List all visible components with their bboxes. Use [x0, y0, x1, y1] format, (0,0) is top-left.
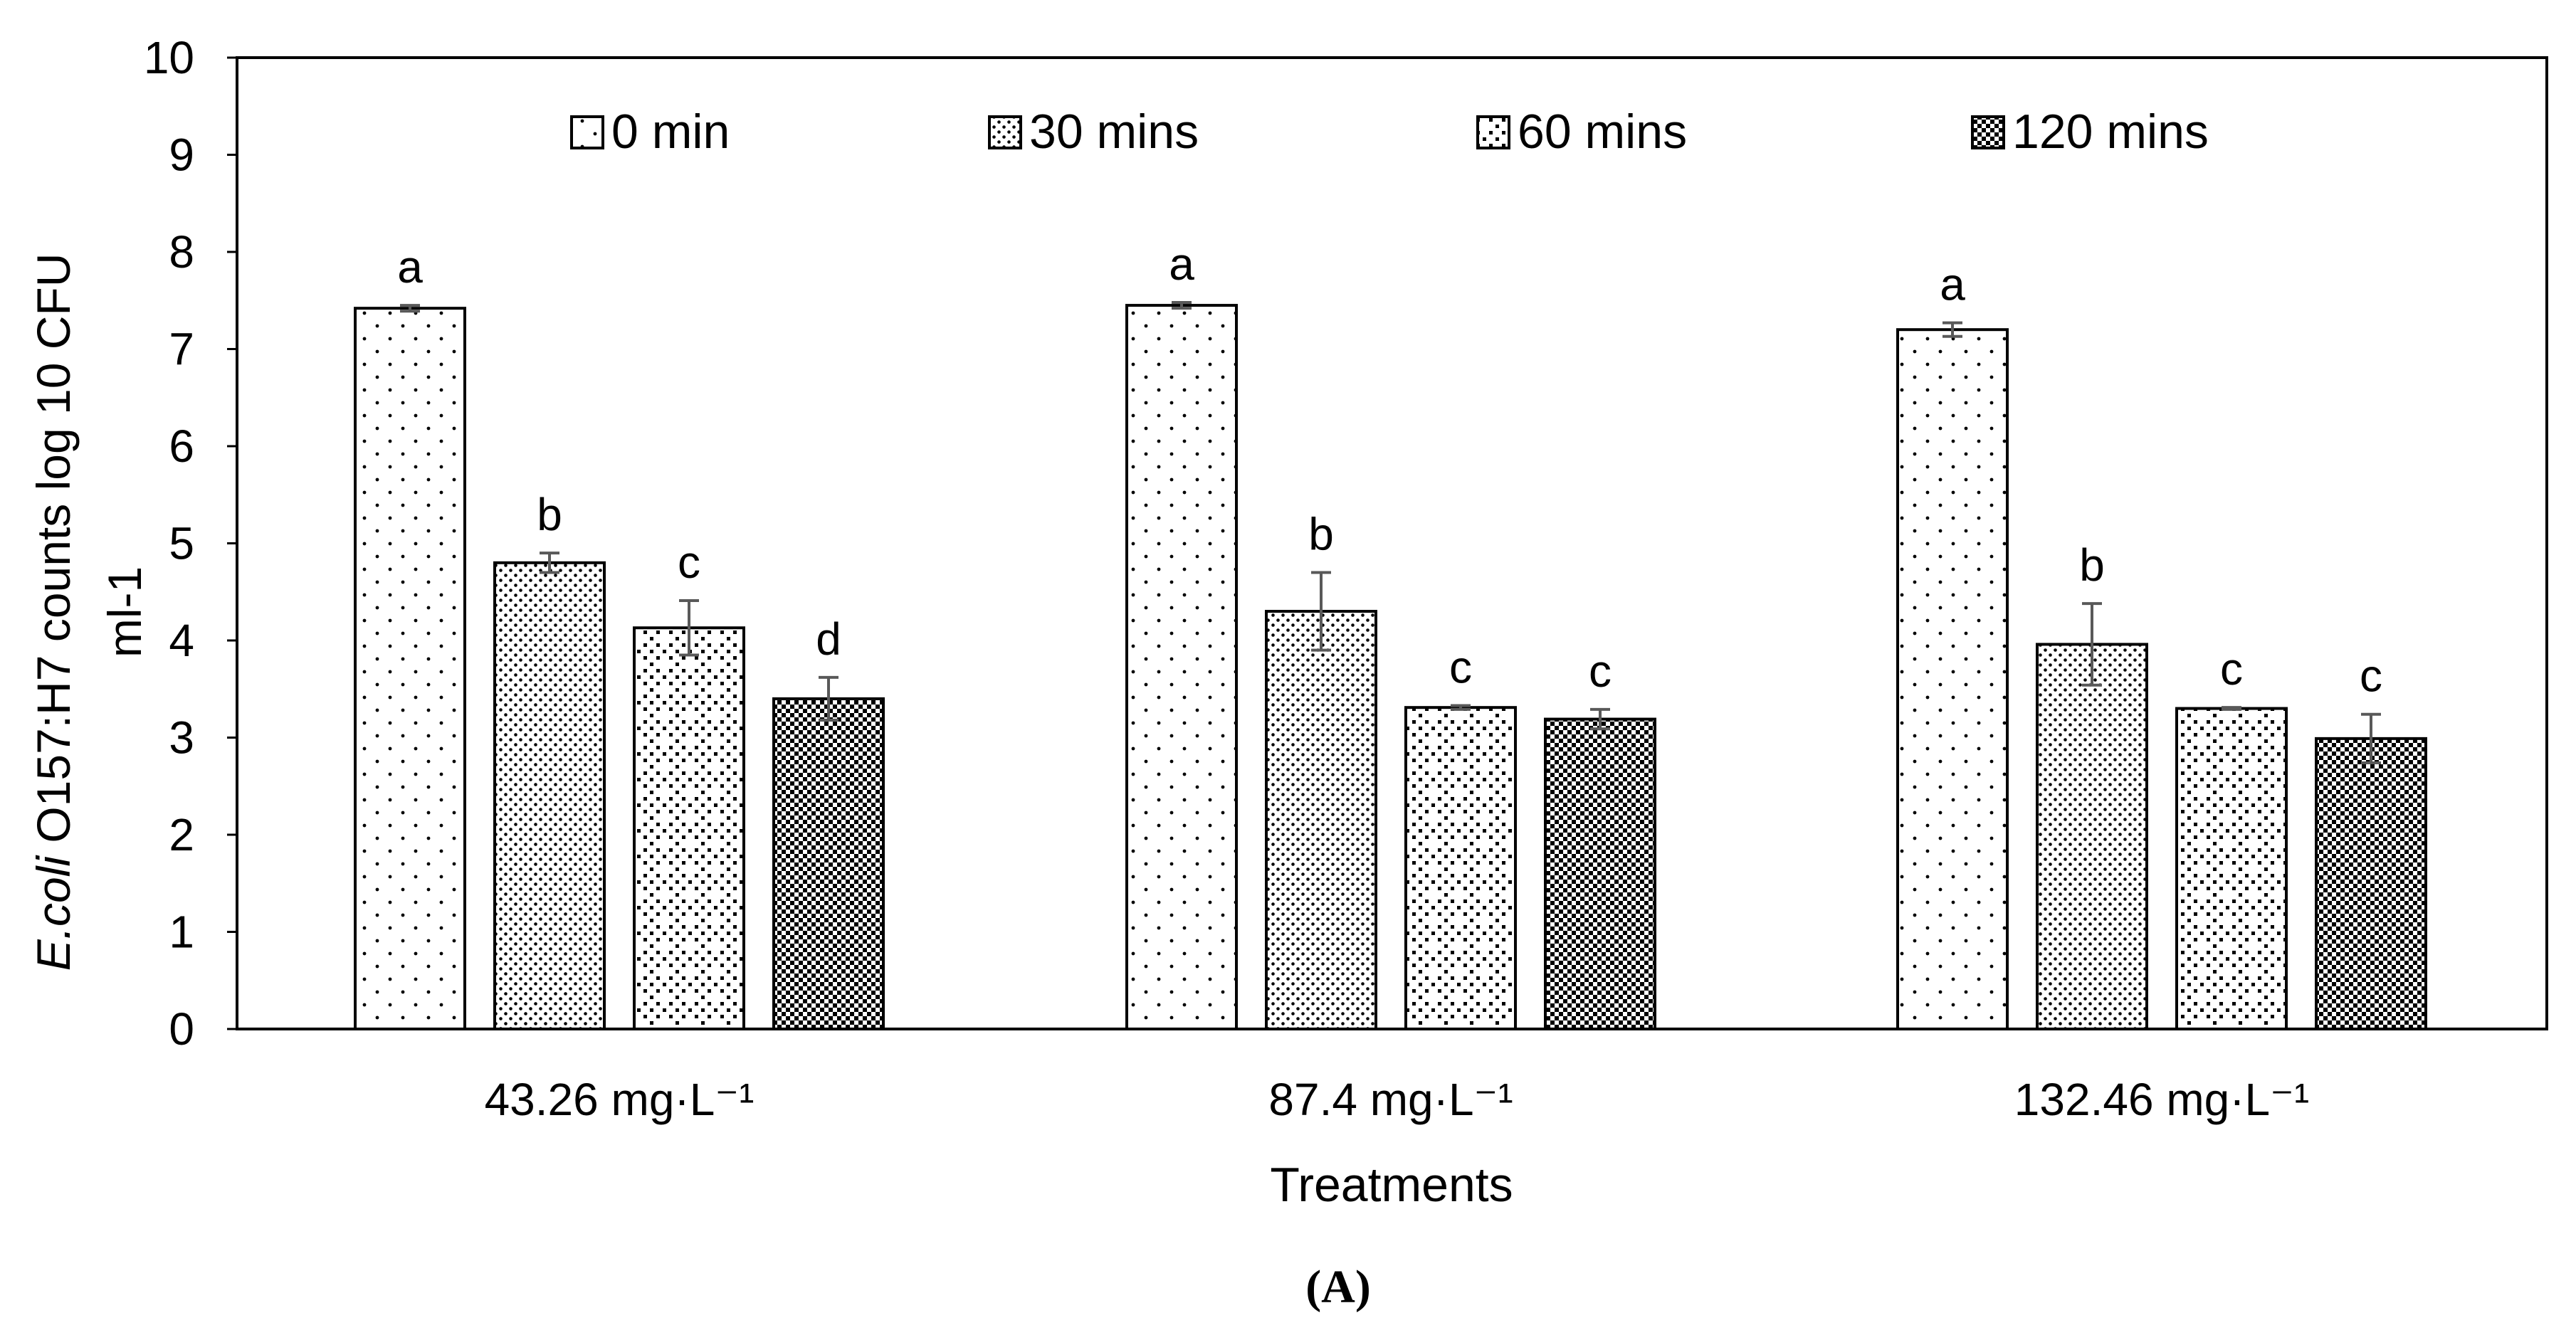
- error-bar: [1590, 707, 1610, 731]
- panel-label: (A): [1305, 1261, 1371, 1313]
- error-bar: [540, 552, 559, 574]
- legend-swatch: [988, 115, 1022, 149]
- significance-letter: c: [1449, 641, 1472, 692]
- x-tick-label: 43.26 mg·L⁻¹: [485, 1074, 755, 1125]
- y-tick-label: 6: [169, 421, 194, 472]
- legend-item: 120 mins: [1971, 105, 2209, 159]
- x-tick-label: 87.4 mg·L⁻¹: [1268, 1074, 1513, 1125]
- error-bar: [819, 675, 838, 722]
- y-tick-label: 9: [169, 130, 194, 181]
- legend-label: 60 mins: [1518, 105, 1687, 159]
- significance-letter: a: [397, 241, 423, 292]
- y-tick-label: 2: [169, 809, 194, 860]
- y-tick-label: 7: [169, 324, 194, 375]
- bar-60-mins-1: [1404, 706, 1517, 1030]
- y-tick-label: 1: [169, 907, 194, 958]
- significance-letter: b: [2079, 539, 2105, 591]
- error-bar: [2082, 602, 2102, 687]
- y-axis-label-line2: ml-1: [98, 566, 151, 658]
- significance-letter: d: [816, 613, 841, 665]
- error-bar: [2222, 706, 2241, 711]
- significance-letter: c: [2360, 650, 2382, 702]
- y-tick-label: 5: [169, 518, 194, 569]
- legend: 0 min 30 mins 60 mins 120 mins: [570, 105, 2209, 159]
- error-bar: [1451, 704, 1471, 711]
- error-bar: [679, 599, 699, 657]
- bar-0-min-2: [1896, 328, 2009, 1030]
- x-axis-tick-labels: 43.26 mg·L⁻¹ 87.4 mg·L⁻¹ 132.46 mg·L⁻¹: [485, 1074, 2310, 1125]
- significance-letter: a: [1169, 238, 1194, 290]
- y-tick-label: 0: [169, 1003, 194, 1055]
- x-tick-label: 132.46 mg·L⁻¹: [2014, 1074, 2309, 1125]
- significance-letter: a: [1940, 259, 1965, 310]
- bars-layer: a a a b b b c c c d c c: [354, 238, 2427, 1031]
- bar-30-mins-1: [1265, 610, 1377, 1030]
- bar-60-mins-0: [633, 626, 745, 1030]
- bar-60-mins-2: [2175, 707, 2288, 1030]
- bar-0-min-0: [354, 307, 466, 1031]
- significance-letter: c: [678, 537, 700, 588]
- legend-item: 0 min: [570, 105, 730, 159]
- bar-0-min-1: [1125, 304, 1238, 1030]
- error-bar: [1311, 571, 1331, 652]
- plot-area: [236, 56, 2548, 1030]
- legend-swatch: [570, 115, 604, 149]
- bar-30-mins-2: [2036, 643, 2148, 1030]
- y-axis-label: E.coli O157:H7 counts log 10 CFU: [27, 253, 80, 971]
- legend-label: 0 min: [611, 105, 730, 159]
- y-axis-ticks: 0 1 2 3 4 5 6 7 8 9 10: [144, 32, 237, 1055]
- bar-30-mins-0: [493, 561, 606, 1030]
- error-bar: [1942, 321, 1962, 338]
- legend-swatch: [1476, 115, 1510, 149]
- y-tick-label: 4: [169, 615, 194, 666]
- significance-letter: c: [2220, 643, 2243, 695]
- legend-swatch: [1971, 115, 2005, 149]
- x-axis-label: Treatments: [1270, 1158, 1513, 1212]
- bar-120-mins-2: [2315, 737, 2427, 1030]
- significance-letter: b: [537, 489, 562, 540]
- error-bar: [400, 304, 420, 313]
- y-tick-label: 10: [144, 32, 194, 83]
- bar-120-mins-1: [1544, 717, 1656, 1030]
- y-tick-label: 3: [169, 712, 194, 764]
- error-bar: [1172, 300, 1192, 310]
- legend-item: 60 mins: [1476, 105, 1687, 159]
- y-tick-label: 8: [169, 226, 194, 278]
- bar-120-mins-0: [772, 697, 885, 1031]
- legend-label: 120 mins: [2012, 105, 2209, 159]
- error-bar: [2361, 712, 2381, 764]
- significance-letter: c: [1589, 645, 1612, 697]
- significance-letter: b: [1308, 508, 1334, 559]
- legend-item: 30 mins: [988, 105, 1199, 159]
- legend-label: 30 mins: [1029, 105, 1199, 159]
